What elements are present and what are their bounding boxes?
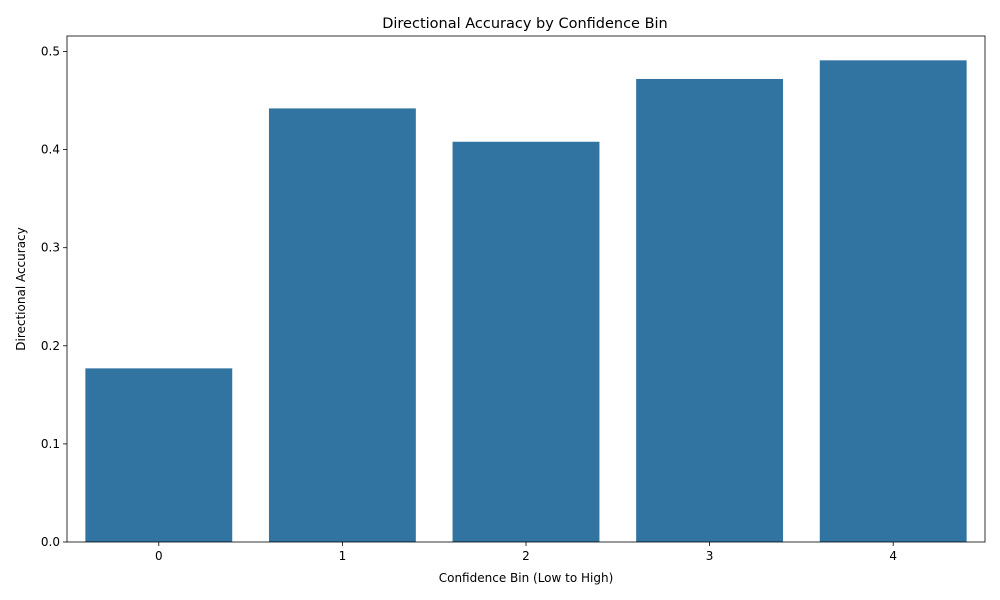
x-axis-ticks: 0 1 2 3 4 [155,542,897,563]
bar-2 [452,141,600,543]
plot-frame [66,35,986,543]
bar-1 [268,108,416,542]
y-tick-label-0: 0.0 [41,535,60,549]
y-tick-label-2: 0.2 [41,339,60,353]
y-tick-label-5: 0.5 [41,44,60,58]
bar-4 [819,60,967,543]
y-axis-ticks: 0.0 0.1 0.2 0.3 0.4 0.5 [41,44,67,549]
y-tick-label-3: 0.3 [41,241,60,255]
bars-group [85,60,967,543]
y-axis-label: Directional Accuracy [14,227,28,351]
chart-title: Directional Accuracy by Confidence Bin [382,16,668,32]
x-axis-label: Confidence Bin (Low to High) [439,571,614,585]
bar-0 [85,368,233,542]
y-tick-label-4: 0.4 [41,143,60,157]
y-tick-label-1: 0.1 [41,437,60,451]
bar-3 [636,78,784,542]
x-tick-label-3: 3 [706,549,714,563]
x-tick-label-1: 1 [339,549,347,563]
x-tick-label-2: 2 [522,549,530,563]
x-tick-label-0: 0 [155,549,163,563]
x-tick-label-4: 4 [889,549,897,563]
